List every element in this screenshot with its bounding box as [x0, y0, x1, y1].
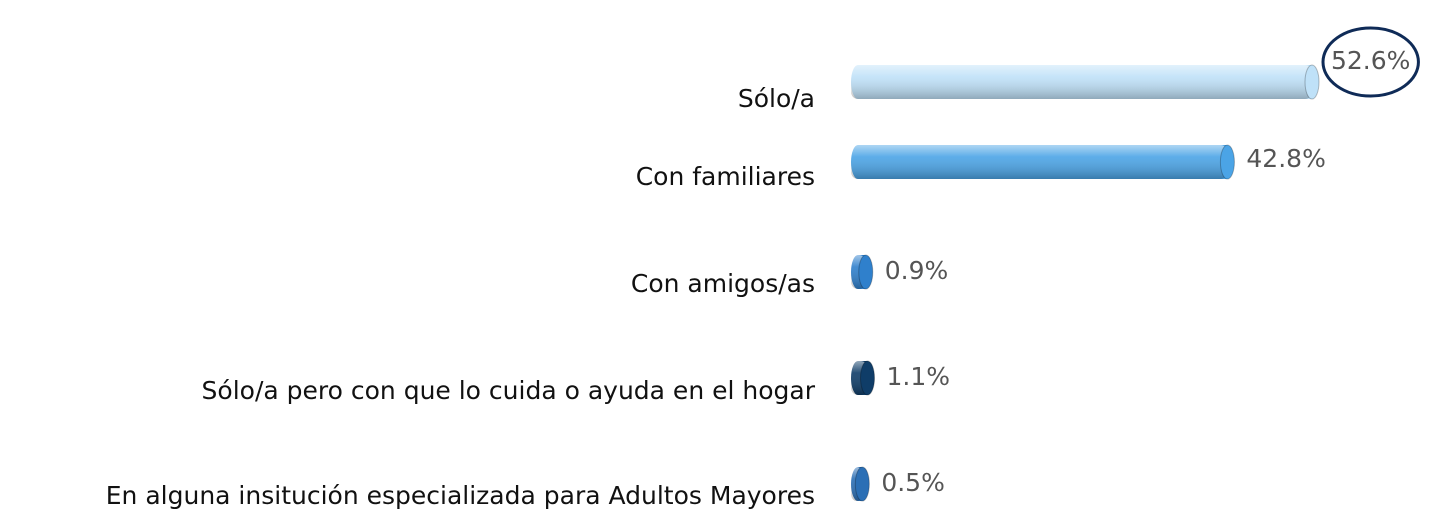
- bar-cap-end: [859, 360, 875, 396]
- highlight-circle: [1321, 26, 1420, 98]
- bar-shade: [851, 145, 1228, 179]
- category-label: Con familiares: [636, 162, 815, 191]
- value-label: 52.6%: [1331, 46, 1410, 75]
- bar-cap-end: [858, 254, 874, 290]
- bar-shade: [851, 65, 1312, 99]
- bar-cap-end: [854, 466, 870, 502]
- bar-cap-end: [1219, 144, 1235, 180]
- category-label: Sólo/a: [738, 84, 815, 113]
- value-label: 0.9%: [885, 256, 949, 285]
- category-label: Sólo/a pero con que lo cuida o ayuda en …: [202, 376, 816, 405]
- value-label: 0.5%: [881, 468, 945, 497]
- value-label: 1.1%: [886, 362, 950, 391]
- category-label: En alguna insitución especializada para …: [106, 481, 815, 510]
- value-label: 42.8%: [1246, 144, 1325, 173]
- bar-cap-end: [1304, 64, 1320, 100]
- category-label: Con amigos/as: [631, 269, 815, 298]
